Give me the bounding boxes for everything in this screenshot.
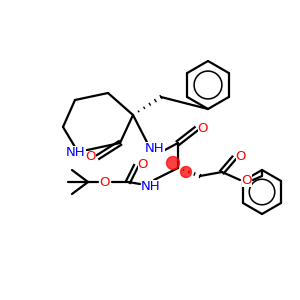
Text: NH: NH [141, 179, 161, 193]
Text: NH: NH [66, 146, 86, 158]
Circle shape [181, 167, 191, 178]
Text: O: O [236, 149, 246, 163]
Text: O: O [138, 158, 148, 170]
Circle shape [167, 157, 179, 169]
Text: O: O [100, 176, 110, 188]
Text: NH: NH [145, 142, 165, 154]
Text: O: O [242, 173, 252, 187]
Text: O: O [198, 122, 208, 136]
Text: O: O [86, 151, 96, 164]
